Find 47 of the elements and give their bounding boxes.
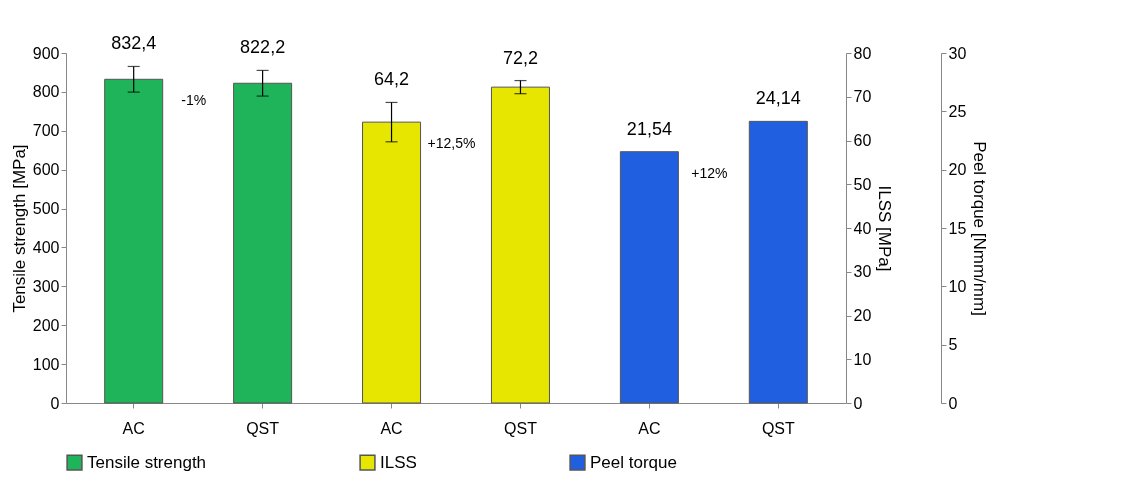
x-tick-label: AC [380, 419, 403, 437]
y2-tick-label: 50 [853, 175, 872, 193]
annotation: -1% [181, 92, 207, 109]
y2-tick-label: 40 [853, 219, 872, 237]
annotation: +12% [691, 164, 728, 181]
y-tick-label: 800 [32, 83, 60, 101]
data-label: 21,54 [626, 118, 672, 139]
y-tick-label: 300 [32, 277, 60, 295]
y-axis-title: Tensile strength [MPa] [9, 144, 29, 313]
y2-tick-label: 10 [853, 350, 872, 368]
data-label: 72,2 [502, 47, 538, 68]
y3-tick-label: 15 [948, 219, 967, 237]
x-tick-label: AC [122, 419, 145, 437]
legend-label: ILSS [380, 452, 417, 472]
y3-tick-label: 25 [948, 102, 967, 120]
y2-tick-label: 60 [853, 132, 872, 149]
y-tick-label: 900 [32, 44, 60, 62]
y-tick-label: 200 [32, 316, 60, 334]
y2-axis-title: ILSS [MPa] [875, 185, 895, 272]
data-label: 24,14 [755, 88, 801, 109]
data-label: 822,2 [240, 37, 286, 58]
y3-tick-label: 5 [948, 336, 958, 354]
y-tick-label: 0 [50, 394, 60, 412]
data-label: 832,4 [111, 33, 157, 54]
y3-tick-label: 10 [948, 277, 967, 295]
y-tick-label: 700 [32, 122, 60, 140]
y2-tick-label: 20 [853, 307, 872, 324]
y-tick-label: 400 [32, 238, 60, 256]
y2-tick-label: 0 [853, 394, 863, 412]
y3-tick-label: 0 [948, 394, 958, 412]
x-tick-label: AC [638, 419, 661, 437]
y3-tick-label: 20 [948, 161, 967, 179]
x-tick-label: QST [504, 419, 538, 437]
x-tick-label: QST [246, 419, 280, 437]
y2-tick-label: 70 [853, 88, 872, 106]
x-tick-label: QST [761, 419, 795, 437]
y3-tick-label: 30 [948, 44, 967, 62]
data-label: 64,2 [374, 69, 410, 90]
y-tick-label: 600 [32, 161, 60, 179]
y-tick-label: 100 [32, 355, 60, 373]
y2-tick-label: 30 [853, 263, 872, 281]
y-tick-label: 500 [32, 200, 60, 218]
y3-axis-title: Peel torque [Nmm/mm] [970, 141, 990, 316]
y2-tick-label: 80 [853, 44, 872, 62]
annotation: +12,5% [427, 135, 476, 152]
legend-label: Peel torque [590, 452, 677, 472]
legend-label: Tensile strength [87, 452, 207, 472]
